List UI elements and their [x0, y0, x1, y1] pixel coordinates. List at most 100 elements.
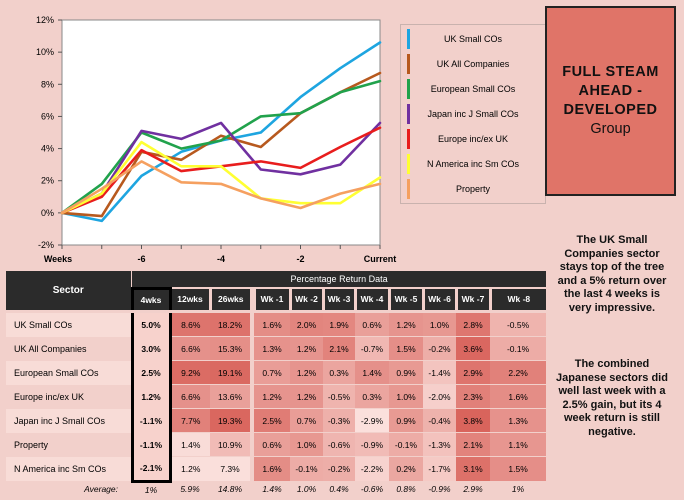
return-value: -1.3% — [423, 432, 456, 457]
average-value: 1.0% — [296, 484, 317, 494]
return-value: 1.0% — [423, 313, 456, 337]
return-value: 0.7% — [254, 360, 290, 385]
return-value: 5.0% — [130, 313, 172, 337]
y-tick-label: 2% — [41, 176, 54, 186]
return-value: -0.4% — [423, 408, 456, 433]
y-tick-label: -2% — [38, 240, 54, 250]
return-value: 2.0% — [290, 313, 323, 337]
commentary-japan: The combined Japanese sectors did well l… — [556, 358, 668, 438]
table-row: Property -1.1% 1.4% 10.9% 0.6% 1.0% -0.6% -0.9%… — [6, 432, 547, 457]
return-value: 1.2% — [170, 456, 210, 482]
series-line-3 — [60, 121, 382, 215]
sector-name: Europe inc/ex UK — [6, 384, 132, 409]
column-header: Wk -7 — [454, 288, 490, 310]
return-value: 1.6% — [254, 456, 290, 482]
legend-label: Japan inc J Small COs — [427, 109, 519, 119]
average-value: 2.9% — [463, 484, 483, 494]
return-value: 7.7% — [170, 408, 210, 433]
column-header: Wk -5 — [387, 288, 423, 310]
return-value: -0.1% — [490, 336, 547, 361]
average-value: 14.8% — [217, 484, 243, 494]
title-box: FULL STEAM AHEAD - DEVELOPED Group — [545, 6, 676, 196]
legend-item: N America inc Sm COs — [407, 154, 539, 174]
return-value: 1.2% — [130, 384, 172, 409]
return-value: 6.6% — [170, 384, 210, 409]
series-line-5 — [60, 140, 382, 215]
table-header-row-1: Sector Percentage Return Data — [6, 271, 547, 310]
return-value: -0.6% — [323, 432, 355, 457]
column-header: Wk -6 — [421, 288, 456, 310]
average-value: 1% — [511, 484, 525, 494]
y-tick-label: 12% — [36, 15, 54, 25]
return-value: -0.2% — [423, 336, 456, 361]
series-line-2 — [60, 79, 382, 215]
legend-label: Property — [455, 184, 490, 194]
sector-name: UK Small COs — [6, 313, 132, 337]
return-value: -0.3% — [323, 408, 355, 433]
legend-swatch — [407, 179, 410, 199]
sector-name: Japan inc J Small COs — [6, 408, 132, 433]
y-tick-label: 6% — [41, 111, 54, 121]
return-value: 1.5% — [389, 336, 423, 361]
return-value: -0.1% — [290, 456, 323, 482]
legend-item: European Small COs — [407, 79, 539, 99]
return-value: 2.9% — [456, 360, 490, 385]
legend-swatch — [407, 54, 410, 74]
sector-name: Property — [6, 432, 132, 457]
return-value: 0.3% — [355, 384, 389, 409]
return-value: 2.3% — [456, 384, 490, 409]
x-tick-label: Current — [364, 254, 397, 264]
return-value: 2.5% — [130, 360, 172, 385]
column-header: 12wks — [168, 288, 210, 310]
average-value: 0.8% — [396, 484, 416, 494]
y-tick-label: 10% — [36, 47, 54, 57]
return-value: 1.9% — [323, 313, 355, 337]
return-value: -0.7% — [355, 336, 389, 361]
return-value: 0.6% — [355, 313, 389, 337]
header-gap — [250, 288, 254, 310]
legend-item: UK Small COs — [407, 29, 539, 49]
y-tick-label: 8% — [41, 79, 54, 89]
gap-cell — [250, 432, 254, 457]
table-row: N America inc Sm COs -2.1% 1.2% 7.3% 1.6% -0.… — [6, 456, 547, 483]
return-value: 3.0% — [130, 336, 172, 361]
return-value: 0.6% — [254, 432, 290, 457]
chart-legend: UK Small COs UK All Companies European Sma… — [400, 24, 546, 204]
column-header: 4wks — [130, 287, 172, 310]
return-value: 1.4% — [170, 432, 210, 457]
gap-cell — [250, 456, 254, 481]
return-value: 2.8% — [456, 313, 490, 337]
legend-label: European Small COs — [430, 84, 516, 94]
return-value: 1.3% — [254, 336, 290, 361]
x-tick-label: -6 — [137, 254, 145, 264]
legend-label: UK All Companies — [436, 59, 510, 69]
return-value: 1.1% — [490, 432, 547, 457]
table-spacer — [6, 310, 547, 313]
sector-name: European Small COs — [6, 360, 132, 385]
return-value: 1.2% — [254, 384, 290, 409]
table-row: UK Small COs 5.0% 8.6% 18.2% 1.6% 2.0% 1.9% 0.6… — [6, 313, 547, 337]
return-value: -0.1% — [389, 432, 423, 457]
return-value: -0.5% — [323, 384, 355, 409]
return-value: 19.3% — [210, 408, 250, 433]
legend-swatch — [407, 129, 410, 149]
legend-swatch — [407, 154, 410, 174]
return-value: 0.7% — [290, 408, 323, 433]
average-value: 5.9% — [180, 484, 200, 494]
legend-label: UK Small COs — [443, 34, 502, 44]
legend-item: UK All Companies — [407, 54, 539, 74]
return-value: -0.2% — [323, 456, 355, 482]
legend-item: Property — [407, 179, 539, 199]
average-value: -0.9% — [428, 484, 451, 494]
average-value: -0.6% — [360, 484, 384, 494]
return-value: 2.2% — [490, 360, 547, 385]
return-value: 8.6% — [170, 313, 210, 337]
average-row: Average: 1% 5.9% 14.8% 1.4% 1.0% 0.4% -0.6% 0.8%… — [6, 481, 546, 497]
return-value: 10.9% — [210, 432, 250, 457]
gap-cell — [250, 408, 254, 433]
return-value: 9.2% — [170, 360, 210, 385]
return-value: -2.2% — [355, 456, 389, 482]
y-tick-label: 0% — [41, 208, 54, 218]
average-value: 1.4% — [262, 484, 282, 494]
return-value: -2.9% — [355, 408, 389, 433]
